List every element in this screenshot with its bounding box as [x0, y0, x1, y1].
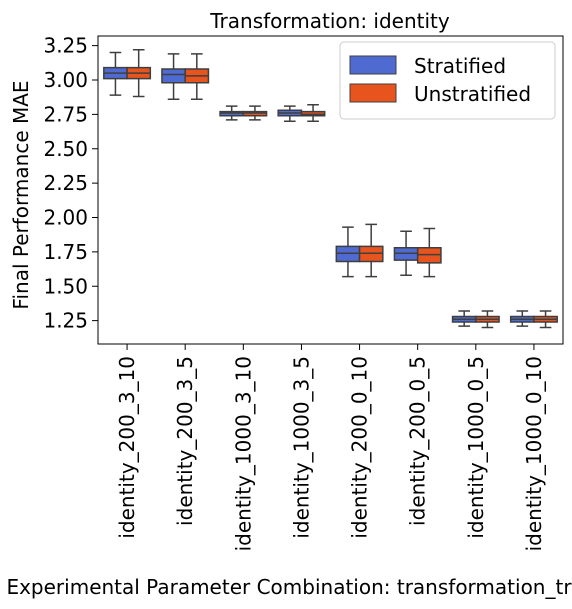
box-unstratified-1 [184, 53, 210, 100]
legend-swatch-stratified [349, 55, 397, 75]
x-tick-label: identity_1000_0_5 [464, 356, 488, 539]
legend-label-unstratified: Unstratified [414, 82, 531, 106]
plot-frame [97, 35, 564, 345]
y-tick-label: 2.00 [43, 206, 88, 230]
y-axis-label: Final Performance MAE [9, 80, 33, 309]
box-unstratified-5 [416, 227, 442, 278]
y-tick-label: 1.75 [43, 240, 88, 264]
y-tick-label: 1.50 [43, 274, 88, 298]
box-stratified-3 [277, 105, 303, 122]
y-tick-label: 2.50 [43, 137, 88, 161]
x-tick-label: identity_200_3_5 [173, 356, 197, 526]
x-tick-label: identity_1000_0_10 [522, 356, 546, 551]
chart-title: Transformation: identity [209, 9, 450, 33]
box-stratified-1 [161, 53, 186, 100]
box-stratified-7 [509, 310, 535, 327]
box-unstratified-6 [475, 310, 500, 329]
box-unstratified-3 [300, 104, 326, 122]
box-stratified-4 [335, 226, 361, 278]
y-tick-label: 2.25 [43, 171, 88, 195]
box-unstratified-2 [242, 105, 268, 121]
x-tick-label: identity_200_3_10 [115, 356, 139, 539]
box-unstratified-7 [533, 310, 558, 329]
x-tick-label: identity_1000_3_5 [289, 356, 313, 539]
x-axis-label: Experimental Parameter Combination: tran… [6, 575, 572, 599]
y-ticks: 1.25 1.50 1.75 2.00 2.25 2.50 2.75 3.00 3.25 [43, 34, 98, 333]
x-tick-label: identity_200_0_10 [348, 356, 372, 539]
y-tick-label: 3.00 [43, 68, 88, 92]
box-stratified-0 [103, 51, 128, 96]
box-unstratified-4 [358, 223, 384, 278]
box-iqr [161, 68, 186, 84]
legend-label-stratified: Stratified [414, 54, 506, 78]
y-tick-label: 1.25 [43, 309, 88, 333]
box-stratified-6 [451, 310, 477, 327]
box-plots [103, 49, 558, 329]
box-unstratified-0 [126, 49, 152, 98]
box-stratified-5 [393, 230, 419, 276]
y-tick-label: 2.75 [43, 102, 88, 126]
legend: Stratified Unstratified [339, 41, 556, 120]
y-tick-label: 3.25 [43, 34, 88, 58]
x-tick-label: identity_1000_3_10 [231, 356, 255, 551]
box-stratified-2 [219, 105, 245, 121]
legend-swatch-unstratified [349, 83, 397, 103]
x-ticks: identity_200_3_10 identity_200_3_5 identit… [115, 344, 546, 551]
x-tick-label: identity_200_0_5 [406, 356, 430, 526]
